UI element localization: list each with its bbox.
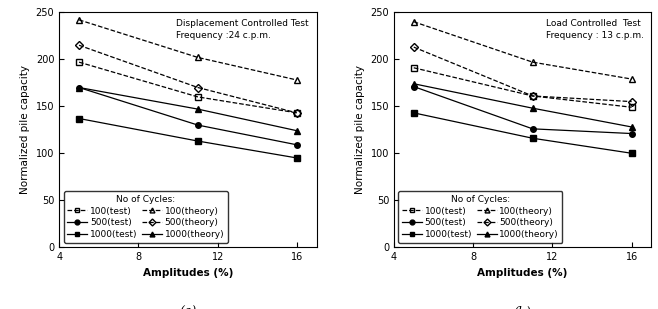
Legend: 100(test), 500(test), 1000(test), 100(theory), 500(theory), 1000(theory): 100(test), 500(test), 1000(test), 100(th… (399, 191, 563, 243)
Y-axis label: Normalized pile capacity: Normalized pile capacity (20, 65, 30, 194)
Text: Load Controlled  Test
Frequency : 13 c.p.m.: Load Controlled Test Frequency : 13 c.p.… (545, 19, 644, 40)
Text: (b): (b) (514, 306, 532, 309)
Y-axis label: Normalized pile capacity: Normalized pile capacity (355, 65, 365, 194)
X-axis label: Amplitudes (%): Amplitudes (%) (478, 268, 568, 277)
Text: (a): (a) (180, 306, 197, 309)
Text: Displacement Controlled Test
Frequency :24 c.p.m.: Displacement Controlled Test Frequency :… (176, 19, 309, 40)
X-axis label: Amplitudes (%): Amplitudes (%) (143, 268, 233, 277)
Legend: 100(test), 500(test), 1000(test), 100(theory), 500(theory), 1000(theory): 100(test), 500(test), 1000(test), 100(th… (64, 191, 228, 243)
